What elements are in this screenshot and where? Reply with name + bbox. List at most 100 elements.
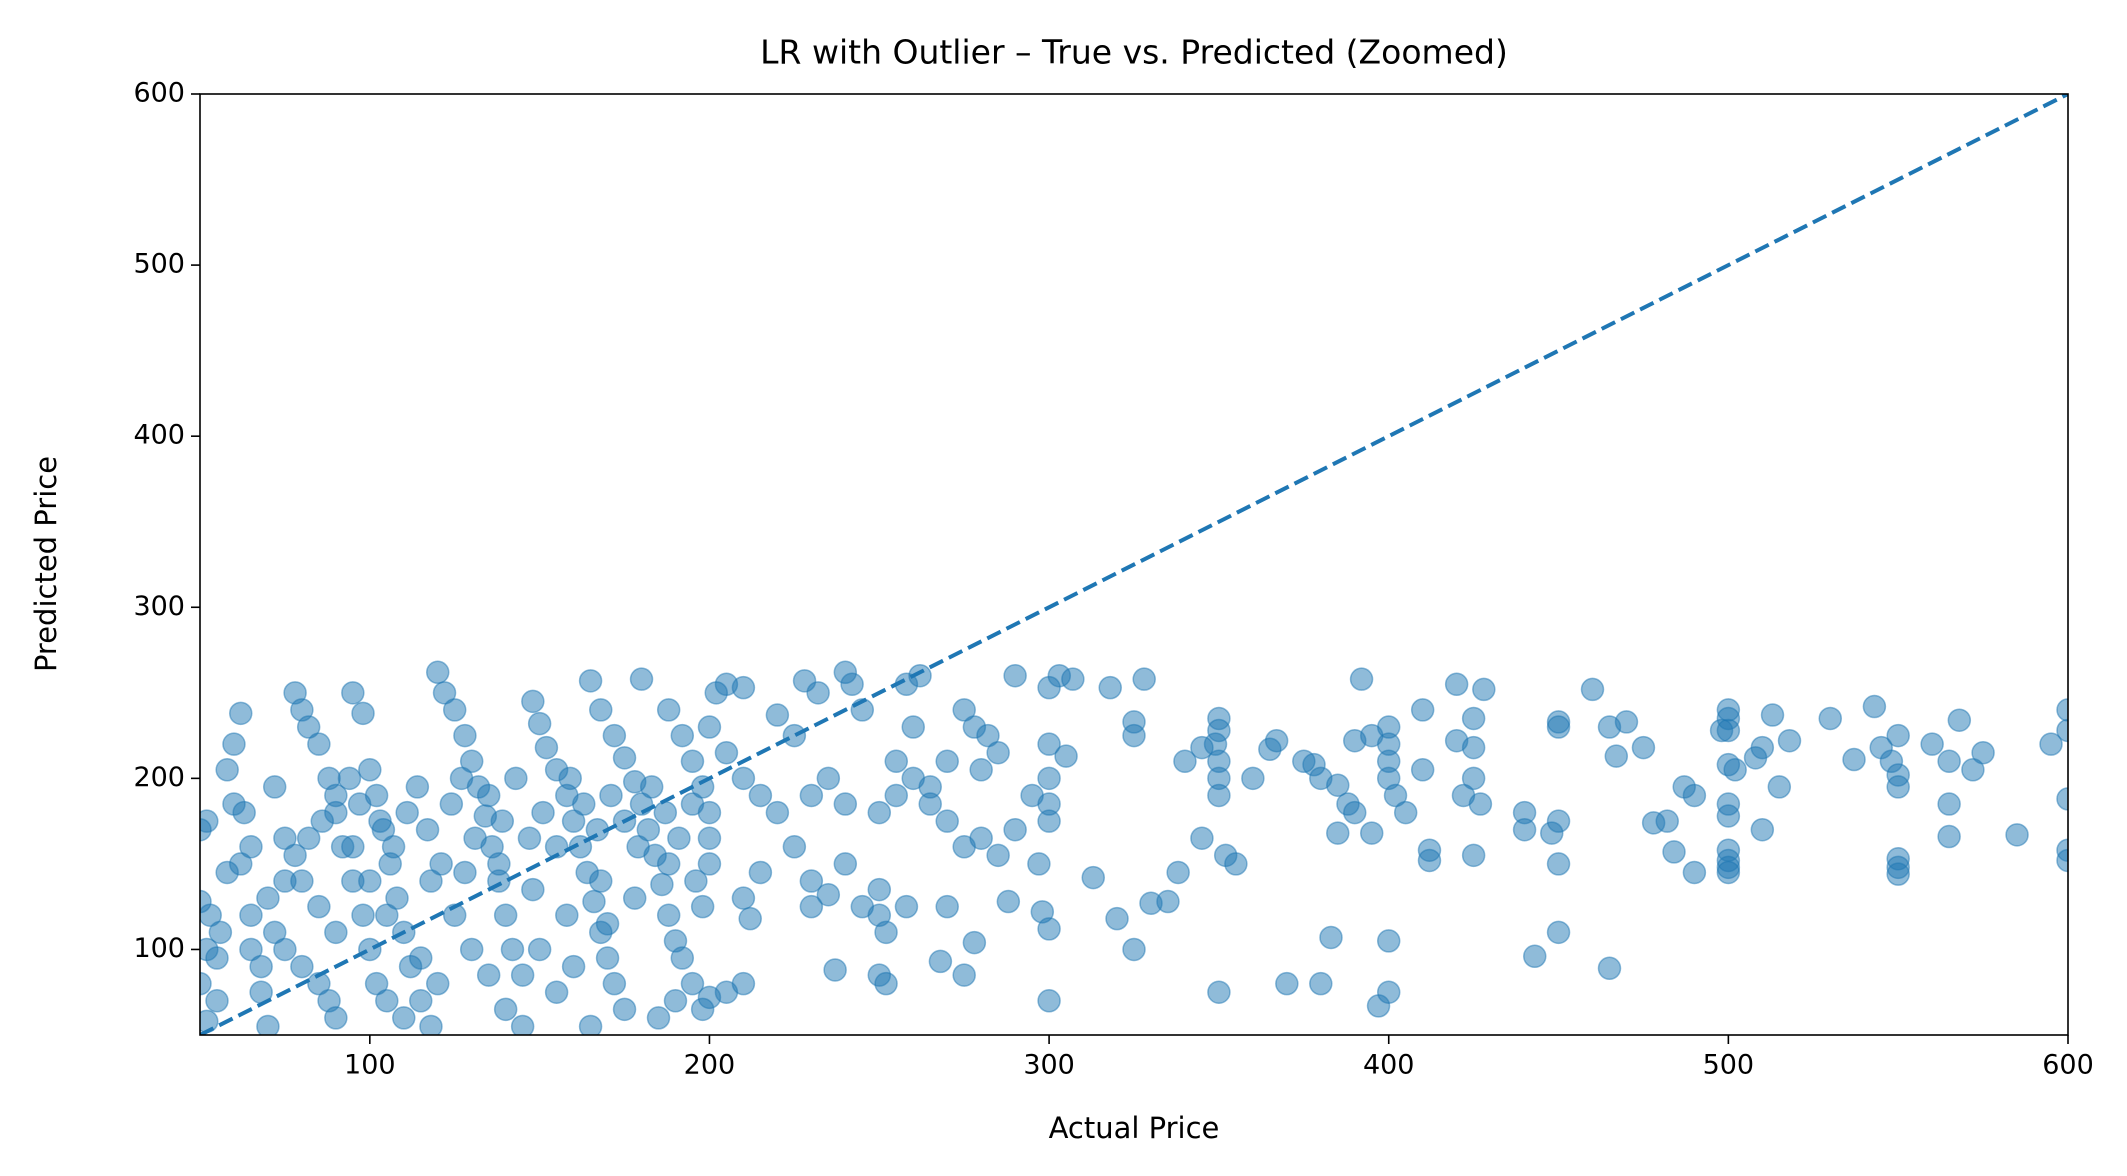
scatter-point bbox=[381, 835, 406, 859]
scatter-point bbox=[341, 835, 365, 859]
scatter-point bbox=[476, 963, 501, 987]
scatter-point bbox=[351, 701, 375, 726]
scatter-point bbox=[2056, 698, 2068, 722]
scatter-point bbox=[578, 1014, 603, 1035]
scatter-point bbox=[680, 792, 705, 816]
scatter-point bbox=[636, 817, 661, 842]
scatter-point bbox=[833, 792, 858, 816]
scatter-point bbox=[1393, 800, 1418, 825]
scatter-point bbox=[667, 826, 691, 850]
scatter-point bbox=[572, 792, 596, 816]
scatter-point bbox=[731, 886, 756, 910]
scatter-point bbox=[589, 698, 613, 722]
scatter-point bbox=[561, 809, 586, 833]
scatter-point bbox=[714, 740, 739, 765]
scatter-point bbox=[952, 698, 976, 722]
reference-line bbox=[200, 94, 2068, 1035]
scatter-point bbox=[816, 766, 841, 791]
y-tick-label: 400 bbox=[133, 420, 185, 451]
scatter-point bbox=[1410, 758, 1435, 782]
scatter-point bbox=[392, 1006, 416, 1030]
scatter-point bbox=[1546, 920, 1571, 945]
scatter-point bbox=[867, 877, 892, 902]
scatter-point bbox=[2039, 732, 2063, 756]
scatter-point bbox=[200, 971, 212, 996]
scatter-point bbox=[704, 681, 728, 705]
scatter-point bbox=[918, 775, 942, 799]
scatter-point bbox=[273, 937, 297, 962]
scatter-point bbox=[256, 1014, 280, 1035]
scatter-point bbox=[626, 835, 650, 859]
scatter-point bbox=[307, 894, 331, 919]
scatter-point bbox=[544, 980, 569, 1004]
scatter-point bbox=[952, 963, 976, 987]
scatter-point bbox=[510, 963, 535, 987]
scatter-point bbox=[442, 903, 467, 927]
scatter-point bbox=[283, 843, 307, 868]
chart-title: LR with Outlier – True vs. Predicted (Zo… bbox=[760, 33, 1508, 72]
scatter-point bbox=[782, 723, 807, 748]
scatter-point bbox=[799, 869, 824, 893]
scatter-point bbox=[1444, 672, 1469, 697]
scatter-point bbox=[341, 681, 365, 705]
scatter-point bbox=[928, 949, 953, 974]
scatter-point bbox=[1971, 740, 1995, 765]
scatter-point bbox=[368, 809, 392, 833]
x-tick-label: 400 bbox=[1363, 1050, 1415, 1081]
scatter-point bbox=[697, 852, 722, 876]
scatter-point bbox=[490, 809, 515, 833]
scatter-point bbox=[358, 869, 382, 893]
scatter-point bbox=[1750, 735, 1775, 760]
scatter-point bbox=[442, 698, 467, 722]
scatter-point bbox=[595, 946, 620, 970]
scatter-point bbox=[1886, 775, 1910, 799]
scatter-point bbox=[1512, 800, 1537, 825]
scatter-point bbox=[1037, 675, 1061, 700]
scatter-point bbox=[792, 669, 817, 693]
scatter-point bbox=[653, 800, 678, 825]
scatter-point bbox=[419, 869, 443, 893]
scatter-point bbox=[409, 989, 433, 1013]
plot-area bbox=[200, 94, 2068, 1035]
scatter-point bbox=[935, 749, 959, 774]
scatter-point bbox=[351, 903, 375, 927]
scatter-point bbox=[690, 894, 715, 919]
scatter-point bbox=[1030, 900, 1055, 924]
scatter-point bbox=[1098, 675, 1122, 700]
scatter-point bbox=[1580, 677, 1605, 702]
scatter-point bbox=[765, 703, 790, 727]
scatter-point bbox=[976, 723, 1000, 748]
scatter-point bbox=[1037, 809, 1061, 833]
x-tick-label: 100 bbox=[344, 1050, 396, 1081]
scatter-point bbox=[602, 723, 627, 748]
scatter-point bbox=[200, 1009, 219, 1034]
scatter-point bbox=[697, 715, 722, 739]
scatter-point bbox=[1417, 848, 1442, 873]
scatter-point bbox=[1937, 824, 1961, 849]
scatter-point bbox=[646, 1006, 671, 1030]
scatter-point bbox=[493, 997, 518, 1022]
scatter-point bbox=[1523, 944, 1547, 969]
axes-frame bbox=[199, 93, 2069, 1036]
scatter-point bbox=[1818, 706, 1843, 731]
scatter-point bbox=[1166, 860, 1190, 885]
scatter-point bbox=[1207, 980, 1231, 1004]
scatter-point bbox=[1207, 783, 1231, 808]
scatter-point bbox=[884, 749, 909, 774]
scatter-point bbox=[521, 877, 545, 902]
scatter-point bbox=[1309, 971, 1333, 996]
scatter-point bbox=[1003, 817, 1027, 842]
scatter-point bbox=[405, 775, 430, 799]
scatter-point bbox=[731, 766, 756, 791]
scatter-point bbox=[589, 869, 613, 893]
scatter-point bbox=[200, 903, 222, 927]
scatter-point bbox=[799, 894, 824, 919]
scatter-point bbox=[534, 735, 559, 760]
scatter-point bbox=[1376, 929, 1401, 953]
scatter-point bbox=[833, 852, 858, 876]
scatter-point bbox=[432, 681, 457, 705]
scatter-point bbox=[1842, 747, 1866, 772]
scatter-point bbox=[996, 889, 1021, 914]
x-tick-label: 200 bbox=[684, 1050, 736, 1081]
scatter-point bbox=[449, 766, 474, 791]
